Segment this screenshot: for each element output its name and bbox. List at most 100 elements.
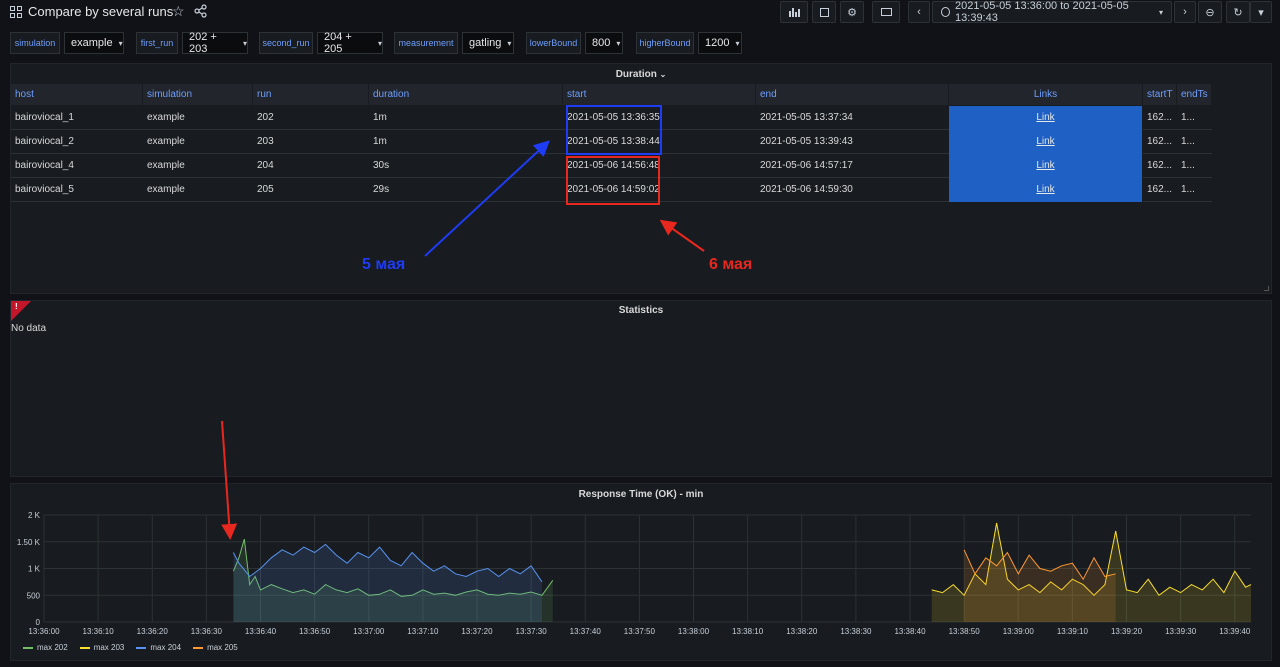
column-header-duration[interactable]: duration — [369, 84, 563, 105]
chevron-right-icon: › — [1183, 6, 1187, 18]
duration-panel-title[interactable]: Duration ⌄ — [615, 69, 667, 80]
var-select-simulation[interactable]: example ▾ — [64, 32, 124, 54]
cell-startt: 162... — [1147, 184, 1173, 195]
refresh-button[interactable]: ↻ — [1226, 1, 1250, 23]
monitor-icon — [880, 8, 892, 16]
share-icon[interactable] — [194, 4, 208, 18]
series-area-max-204 — [233, 544, 542, 622]
clock-icon — [941, 7, 951, 17]
cell-host: bairoviocal_1 — [15, 112, 74, 123]
panel-resize-handle[interactable] — [1264, 286, 1269, 291]
column-header-startt[interactable]: startT — [1143, 84, 1177, 105]
legend-swatch — [193, 646, 204, 649]
cell-duration: 29s — [373, 184, 390, 195]
y-tick-label: 500 — [27, 591, 41, 600]
legend-item[interactable]: max 203 — [79, 643, 124, 652]
cycle-view-mode-button[interactable] — [872, 1, 900, 23]
save-dashboard-button[interactable] — [812, 1, 836, 23]
star-icon[interactable]: ☆ — [172, 3, 185, 19]
cell-startt: 162... — [1147, 160, 1173, 171]
cell-host: bairoviocal_5 — [15, 184, 74, 195]
series-line-max-203 — [931, 522, 1252, 597]
cell-start: 2021-05-05 13:36:35 — [567, 112, 660, 123]
cell-simulation: example — [147, 160, 185, 171]
chevron-down-icon: ▾ — [118, 38, 123, 48]
cell-duration: 1m — [373, 112, 387, 123]
column-header-run[interactable]: run — [253, 84, 369, 105]
time-range-label: 2021-05-05 13:36:00 to 2021-05-05 13:39:… — [955, 0, 1129, 24]
x-tick-label: 13:36:00 — [28, 627, 60, 636]
legend-item[interactable]: max 202 — [23, 643, 68, 652]
chevron-down-icon: ▾ — [242, 38, 247, 48]
time-back-button[interactable]: ‹ — [908, 1, 930, 23]
table-header: host simulation run duration start end L… — [11, 84, 1212, 105]
x-tick-label: 13:38:50 — [949, 627, 981, 636]
time-forward-button[interactable]: › — [1174, 1, 1196, 23]
statistics-panel-title[interactable]: Statistics — [618, 305, 664, 316]
zoom-out-button[interactable]: ⊖ — [1198, 1, 1222, 23]
add-panel-button[interactable] — [780, 1, 808, 23]
cell-link[interactable]: Link — [949, 106, 1143, 130]
chevron-down-icon: ▾ — [1158, 7, 1163, 17]
cell-simulation: example — [147, 136, 185, 147]
table-row: bairoviocal_1 example 202 1m 2021-05-05 … — [11, 106, 1212, 130]
cell-link[interactable]: Link — [949, 178, 1143, 202]
refresh-interval-dropdown[interactable]: ▾ — [1250, 1, 1272, 23]
column-header-start[interactable]: start — [563, 84, 756, 105]
cell-link[interactable]: Link — [949, 130, 1143, 154]
dashboards-grid-icon[interactable] — [10, 6, 22, 18]
cell-simulation: example — [147, 112, 185, 123]
chart-title[interactable]: Response Time (OK) - min — [578, 489, 704, 500]
x-tick-label: 13:37:10 — [407, 627, 439, 636]
column-header-links[interactable]: Links — [949, 84, 1143, 105]
var-select-higher-bound[interactable]: 1200 ▾ — [698, 32, 742, 54]
chart-legend: max 202 max 203 max 204 max 205 — [23, 643, 238, 652]
response-time-chart[interactable]: 0 500 1 K 1.50 K 2 K 13:36:00 13:36:10 13:36:20… — [11, 484, 1273, 662]
cell-duration: 1m — [373, 136, 387, 147]
x-tick-label: 13:39:40 — [1219, 627, 1251, 636]
var-select-second-run[interactable]: 204 + 205 ▾ — [317, 31, 383, 55]
time-range-picker[interactable]: 2021-05-05 13:36:00 to 2021-05-05 13:39:… — [932, 0, 1172, 24]
dashboard-title[interactable]: Compare by several runs — [28, 4, 174, 19]
error-corner-badge[interactable] — [11, 301, 31, 321]
x-tick-label: 13:38:40 — [894, 627, 926, 636]
column-header-end[interactable]: end — [756, 84, 949, 105]
legend-item[interactable]: max 205 — [193, 643, 238, 652]
var-select-lower-bound[interactable]: 800 ▾ — [585, 32, 623, 54]
x-tick-label: 13:39:00 — [1003, 627, 1035, 636]
annotation-arrow-chart — [221, 420, 238, 540]
chevron-left-icon: ‹ — [917, 6, 921, 18]
zoom-out-icon: ⊖ — [1205, 6, 1215, 19]
x-tick-label: 13:39:20 — [1111, 627, 1143, 636]
var-label-second-run: second_run — [259, 32, 313, 54]
cell-endts: 1... — [1181, 184, 1195, 195]
chevron-down-icon: ▾ — [507, 38, 512, 48]
exclamation-icon: ! — [15, 302, 18, 311]
series-line-max-204 — [232, 543, 543, 583]
annotation-arrows — [424, 140, 705, 257]
cell-start: 2021-05-06 14:59:02 — [567, 184, 660, 195]
legend-item[interactable]: max 204 — [136, 643, 181, 652]
cell-host: bairoviocal_2 — [15, 136, 74, 147]
column-header-host[interactable]: host — [11, 84, 143, 105]
cell-startt: 162... — [1147, 112, 1173, 123]
x-tick-label: 13:38:00 — [678, 627, 710, 636]
cell-run: 204 — [257, 160, 274, 171]
settings-button[interactable]: ⚙ — [840, 1, 864, 23]
var-select-first-run[interactable]: 202 + 203 ▾ — [182, 31, 248, 55]
blue-arrow — [424, 140, 550, 257]
var-select-measurement[interactable]: gatling ▾ — [462, 32, 514, 54]
x-tick-label: 13:38:30 — [840, 627, 872, 636]
column-header-simulation[interactable]: simulation — [143, 84, 253, 105]
column-header-endts[interactable]: endTs — [1177, 84, 1212, 105]
x-tick-label: 13:36:50 — [299, 627, 331, 636]
red-highlight-box — [566, 156, 660, 205]
annotation-may-6: 6 мая — [709, 256, 753, 273]
chevron-down-icon: ▾ — [1258, 6, 1264, 19]
cell-link[interactable]: Link — [949, 154, 1143, 178]
var-label-higher-bound: higherBound — [636, 32, 694, 54]
legend-swatch — [136, 646, 147, 649]
var-label-first-run: first_run — [136, 32, 178, 54]
annotation-may-5: 5 мая — [362, 256, 406, 273]
cell-endts: 1... — [1181, 112, 1195, 123]
